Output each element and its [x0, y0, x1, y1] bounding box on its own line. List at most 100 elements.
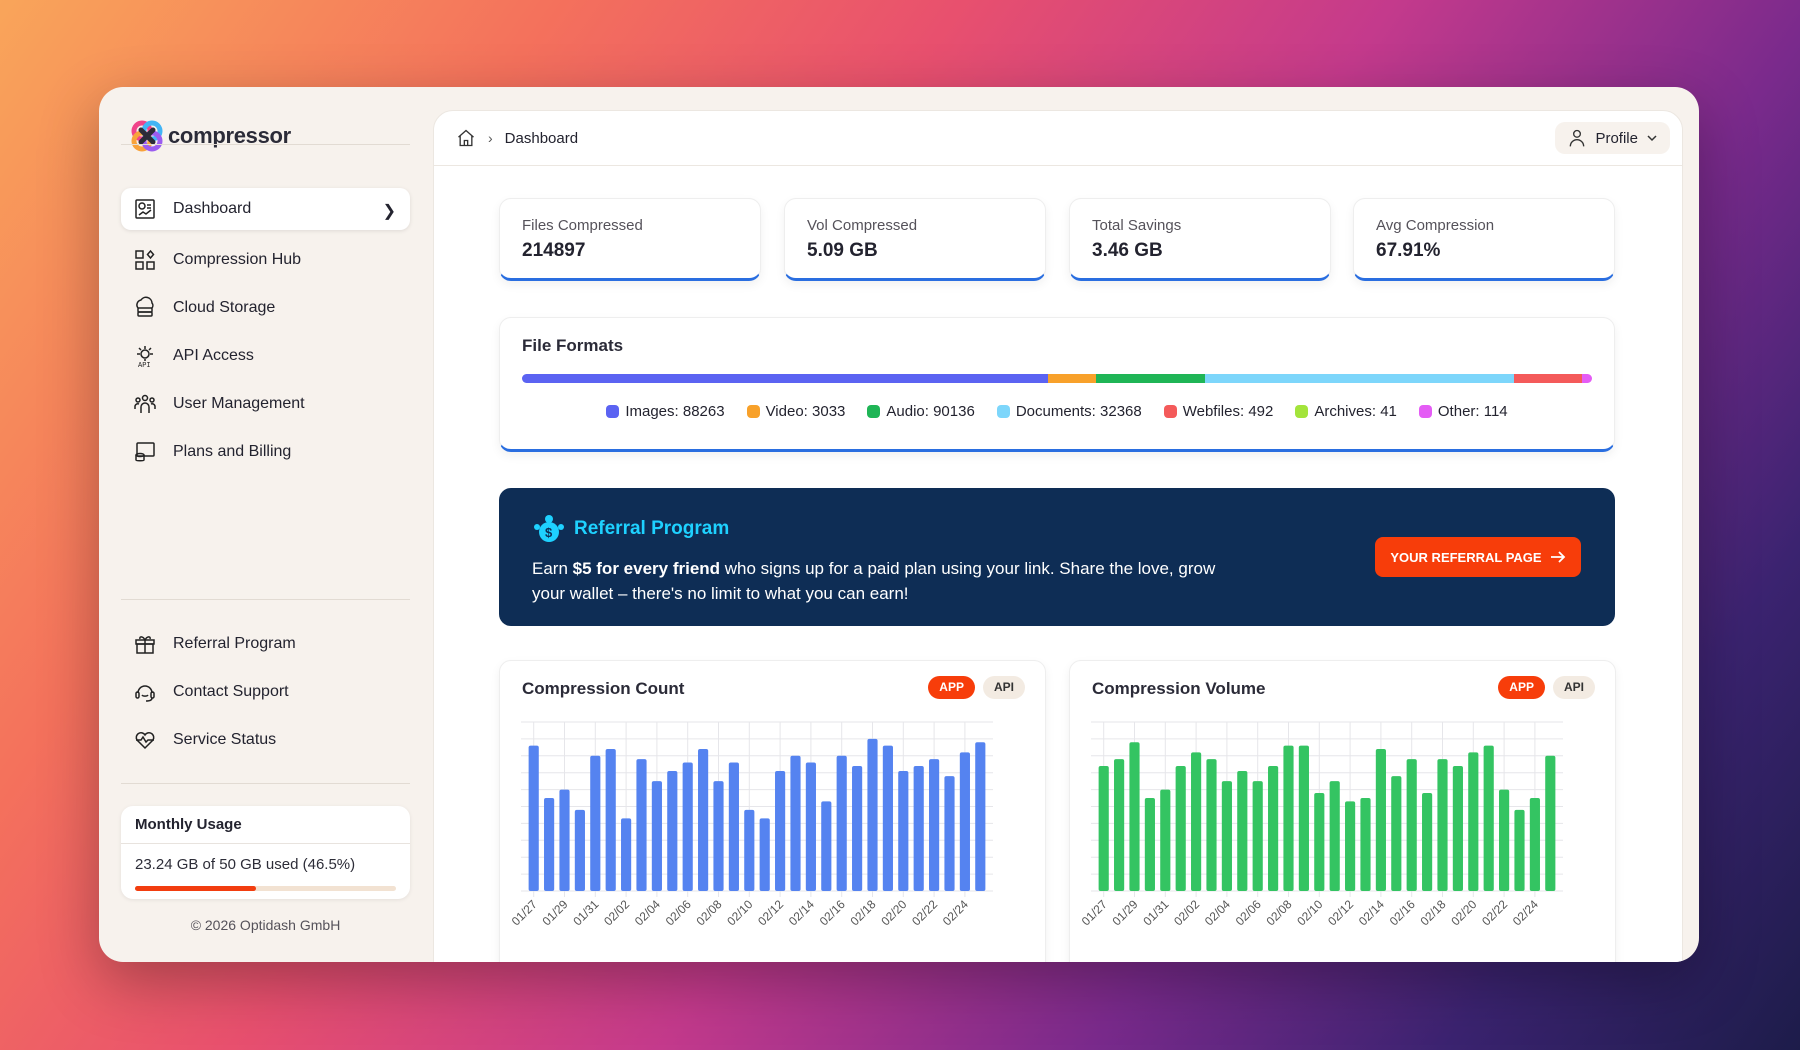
- stat-card-total-savings: Total Savings 3.46 GB: [1069, 198, 1331, 281]
- usage-title: Monthly Usage: [121, 806, 410, 844]
- x-tick-label: 02/24: [1510, 897, 1541, 928]
- stat-card-vol-compressed: Vol Compressed 5.09 GB: [784, 198, 1046, 281]
- main-nav: Dashboard ❯ Compression Hub Cloud Storag…: [121, 188, 410, 476]
- x-tick-label: 02/14: [786, 897, 817, 928]
- monthly-usage-card: Monthly Usage 23.24 GB of 50 GB used (46…: [121, 806, 410, 899]
- sidebar-item-cloud-storage[interactable]: Cloud Storage: [121, 284, 410, 332]
- home-icon[interactable]: [456, 128, 476, 148]
- stat-value: 5.09 GB: [807, 240, 878, 261]
- chart-title: Compression Count: [522, 679, 685, 698]
- bar: [959, 752, 970, 891]
- bar: [1283, 745, 1294, 891]
- bar: [698, 749, 709, 891]
- bar: [821, 801, 832, 891]
- toggle-app[interactable]: APP: [928, 676, 975, 699]
- stat-label: Total Savings: [1092, 217, 1182, 234]
- bar: [1129, 742, 1140, 891]
- gift-icon: [135, 636, 155, 654]
- profile-button[interactable]: Profile: [1555, 122, 1670, 154]
- sidebar-item-service-status[interactable]: Service Status: [121, 716, 410, 764]
- bar: [898, 771, 909, 891]
- bar: [867, 738, 878, 891]
- bar: [1114, 759, 1125, 891]
- bar: [1483, 745, 1494, 891]
- bar: [590, 755, 601, 891]
- legend-label: Other: 114: [1437, 403, 1508, 420]
- legend-swatch: [746, 405, 760, 418]
- format-bar-segment: [1513, 374, 1583, 383]
- sidebar-item-contact-support[interactable]: Contact Support: [121, 668, 410, 716]
- compression-count-chart: 01/27 01/29 01/31 02/02 02/04 02/06 02/08 02/10…: [509, 721, 993, 928]
- bar: [913, 765, 924, 891]
- format-bar-segment: [1095, 374, 1205, 383]
- sidebar-item-api-access[interactable]: API API Access: [121, 332, 410, 380]
- bar: [1175, 765, 1186, 891]
- referral-text: Earn $5 for every friend who signs up fo…: [532, 556, 1252, 606]
- x-tick-label: 02/22: [1479, 897, 1510, 928]
- bar: [1360, 798, 1371, 891]
- bar: [1452, 765, 1463, 891]
- chart-title: Compression Volume: [1092, 679, 1266, 698]
- x-tick-label: 02/16: [817, 897, 848, 928]
- referral-title-text: Referral Program: [574, 518, 730, 539]
- sidebar-item-dashboard[interactable]: Dashboard ❯: [121, 188, 410, 230]
- x-tick-label: 02/06: [663, 897, 694, 928]
- compression-volume-chart: 01/27 01/29 01/31 02/02 02/04 02/06 02/08 02/10…: [1079, 721, 1563, 928]
- bar: [621, 818, 632, 891]
- bar: [651, 781, 662, 891]
- billing-icon: [135, 442, 155, 462]
- sidebar-item-plans-billing[interactable]: Plans and Billing: [121, 428, 410, 476]
- legend-label: Archives: 41: [1314, 403, 1397, 420]
- sidebar-item-compression-hub[interactable]: Compression Hub: [121, 236, 410, 284]
- users-icon: [134, 394, 156, 413]
- logo[interactable]: compressor: [131, 120, 291, 152]
- divider: [121, 144, 410, 145]
- referral-banner: $ Referral Program Earn $5 for every fri…: [499, 488, 1615, 626]
- cloud-storage-icon: [136, 296, 154, 317]
- brand-name: compressor: [168, 123, 291, 148]
- referral-page-button[interactable]: YOUR REFERRAL PAGE: [1375, 537, 1581, 577]
- bar: [1252, 781, 1263, 891]
- x-tick-label: 01/27: [509, 897, 540, 928]
- bar: [1160, 789, 1171, 891]
- format-bar-segment: [1204, 374, 1514, 383]
- x-tick-label: 02/18: [1417, 897, 1448, 928]
- bar: [759, 818, 770, 891]
- legend-label: Webfiles: 492: [1182, 403, 1274, 420]
- divider: [121, 783, 410, 784]
- stat-value: 3.46 GB: [1092, 240, 1163, 261]
- legend-item: Other: 114: [1418, 403, 1508, 420]
- toggle-api[interactable]: API: [1552, 676, 1595, 699]
- bar: [574, 809, 585, 891]
- legend-swatch: [606, 405, 620, 418]
- legend-swatch: [1418, 405, 1432, 418]
- bar: [728, 762, 739, 891]
- sidebar-item-user-management[interactable]: User Management: [121, 380, 410, 428]
- bar: [1268, 765, 1279, 891]
- stat-label: Vol Compressed: [807, 217, 918, 234]
- bar: [682, 762, 693, 891]
- profile-label: Profile: [1595, 129, 1638, 147]
- x-tick-label: 02/04: [1202, 897, 1233, 928]
- x-tick-label: 02/02: [1171, 897, 1202, 928]
- bar: [1391, 776, 1402, 891]
- referral-text-end: who signs up for a paid plan using your …: [532, 559, 1216, 603]
- legend-item: Images: 88263: [606, 403, 725, 420]
- x-tick-label: 01/31: [570, 897, 601, 928]
- stat-value: 214897: [522, 240, 586, 261]
- toggle-app[interactable]: APP: [1498, 676, 1545, 699]
- x-tick-label: 02/20: [878, 897, 909, 928]
- sidebar-item-referral-program[interactable]: Referral Program: [121, 620, 410, 668]
- sidebar-item-label: User Management: [173, 395, 305, 412]
- stat-label: Files Compressed: [522, 217, 643, 234]
- bar: [636, 759, 647, 891]
- toggle-api[interactable]: API: [982, 676, 1025, 699]
- file-formats-card: File Formats Images: 88263 Video: 3033 Aud…: [499, 317, 1615, 452]
- bar: [805, 762, 816, 891]
- bar: [1329, 781, 1340, 891]
- format-bar-segment: [1048, 374, 1096, 383]
- referral-text-start: Earn: [532, 559, 573, 578]
- bar: [1191, 752, 1202, 891]
- bar: [1422, 792, 1433, 891]
- x-tick-label: 02/06: [1233, 897, 1264, 928]
